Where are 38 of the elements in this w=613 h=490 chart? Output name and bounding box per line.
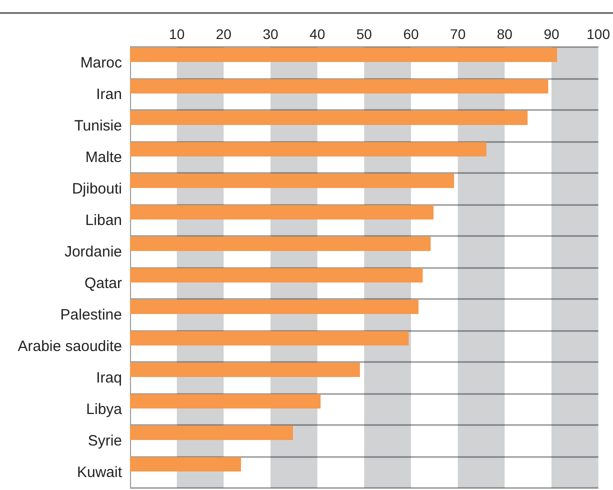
bar [130,236,431,252]
x-tick-label: 70 [450,26,466,42]
y-tick-label: Libya [86,400,123,418]
y-tick-label: Tunisie [74,117,122,134]
y-tick-label: Malte [85,148,122,166]
bar [130,205,434,220]
bar [130,79,548,94]
y-tick-label: Jordanie [64,243,122,260]
bar [130,331,409,346]
y-tick-label: Liban [85,212,122,229]
y-tick-label: Qatar [84,274,122,292]
bar [130,426,293,440]
y-tick-label: Iran [96,86,122,103]
x-tick-label: 30 [262,26,278,42]
y-tick-label: Iraq [96,369,122,386]
y-tick-label: Syrie [88,432,122,450]
bar [130,48,558,62]
bar [130,174,454,188]
y-tick-label: Palestine [60,306,122,324]
bar [130,394,321,409]
bar [130,362,360,378]
y-tick-label: Arabie saoudite [18,338,122,355]
x-tick-label: 90 [544,26,560,42]
y-tick-label: Djibouti [72,180,122,198]
bar [130,300,418,314]
bar [130,110,528,126]
x-tick-label: 10 [169,26,185,42]
x-tick-label: 60 [403,26,419,42]
x-tick-label: 40 [310,26,326,42]
x-tick-label: 20 [216,26,232,42]
x-tick-label: 100 [586,26,610,42]
bar [130,457,241,472]
y-tick-label: Maroc [80,54,122,72]
bar [130,268,423,283]
x-tick-label: 50 [356,26,372,42]
x-tick-label: 80 [496,26,513,42]
y-tick-label: Kuwait [76,464,123,481]
bar [130,142,486,157]
